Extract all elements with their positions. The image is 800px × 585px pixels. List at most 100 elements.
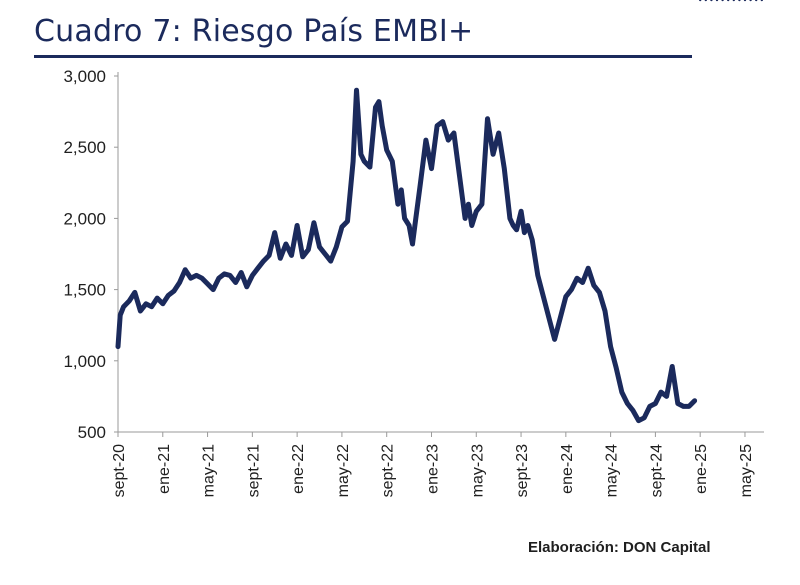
- data-point: [486, 117, 489, 120]
- x-tick-label: sept-24: [648, 444, 665, 497]
- data-point: [256, 267, 260, 270]
- data-point: [262, 259, 265, 263]
- data-point: [715, 0, 719, 2]
- data-point: [665, 395, 668, 398]
- data-point: [553, 338, 556, 341]
- data-point: [575, 277, 579, 280]
- data-point: [329, 259, 332, 263]
- data-point: [643, 416, 646, 419]
- data-point: [676, 402, 679, 405]
- data-point: [223, 272, 226, 276]
- data-point: [637, 419, 640, 422]
- data-point: [458, 174, 461, 177]
- data-point: [323, 252, 327, 256]
- data-point: [542, 295, 545, 298]
- data-point: [603, 309, 607, 313]
- data-point: [139, 309, 142, 313]
- data-point: [620, 390, 623, 394]
- data-point: [682, 405, 685, 408]
- data-point: [144, 302, 148, 305]
- data-point: [738, 0, 741, 2]
- data-point: [435, 124, 439, 128]
- data-point: [693, 399, 696, 402]
- data-point: [519, 210, 523, 213]
- data-point: [515, 228, 518, 231]
- title-underline: [34, 55, 692, 58]
- data-point: [671, 365, 674, 368]
- data-point: [355, 89, 358, 92]
- data-point: [592, 284, 595, 287]
- data-point: [346, 220, 349, 223]
- data-point: [564, 295, 567, 298]
- data-point: [359, 153, 363, 156]
- data-point: [234, 281, 237, 284]
- data-point: [167, 294, 170, 297]
- data-point: [307, 248, 310, 251]
- data-point: [116, 345, 120, 348]
- data-point: [128, 299, 131, 303]
- x-tick-label: may-21: [201, 444, 218, 497]
- data-point: [727, 0, 730, 2]
- x-tick-label: ene-22: [290, 444, 307, 494]
- data-point: [721, 0, 724, 2]
- x-tick-label: may-23: [469, 444, 486, 497]
- data-point: [497, 131, 500, 135]
- data-point: [318, 245, 321, 249]
- data-point: [122, 305, 125, 308]
- data-point: [251, 274, 254, 277]
- data-point: [133, 291, 136, 294]
- data-point: [206, 282, 209, 286]
- y-tick-label: 1,500: [63, 281, 106, 300]
- x-tick-label: sept-20: [111, 444, 128, 497]
- data-point: [385, 148, 388, 152]
- data-point: [463, 217, 467, 220]
- y-tick-label: 500: [78, 423, 106, 442]
- data-point: [480, 203, 484, 206]
- data-point: [414, 217, 417, 220]
- credit-text: Elaboración: DON Capital: [528, 539, 711, 556]
- data-point: [381, 124, 384, 128]
- data-point: [512, 224, 515, 227]
- x-tick-label: may-25: [738, 444, 755, 497]
- x-tick-label: sept-21: [245, 444, 262, 497]
- x-tick-label: ene-21: [156, 444, 173, 494]
- data-point: [407, 224, 411, 227]
- data-point: [295, 224, 299, 227]
- data-point: [200, 277, 204, 280]
- data-point: [508, 217, 512, 220]
- data-point: [312, 221, 316, 224]
- data-point: [475, 210, 478, 213]
- x-tick-label: may-22: [335, 444, 352, 497]
- data-point: [559, 316, 562, 320]
- x-tick-label: sept-23: [514, 444, 531, 497]
- data-point: [178, 281, 181, 284]
- data-point: [430, 167, 433, 170]
- y-tick-label: 2,500: [63, 138, 106, 157]
- data-point: [396, 203, 400, 206]
- data-point: [273, 231, 276, 234]
- data-point: [424, 138, 428, 142]
- data-point: [228, 274, 232, 277]
- data-point: [184, 268, 187, 271]
- data-point: [441, 120, 444, 123]
- x-tick-label: ene-24: [559, 444, 576, 494]
- x-tick-label: sept-22: [380, 444, 397, 497]
- data-point: [119, 314, 122, 317]
- data-point: [391, 160, 394, 163]
- data-point: [531, 238, 534, 241]
- data-point: [704, 0, 707, 2]
- data-point: [161, 302, 164, 305]
- data-point: [172, 289, 176, 293]
- data-point: [626, 402, 629, 405]
- data-point: [648, 405, 651, 408]
- data-point: [581, 281, 584, 284]
- data-point: [760, 0, 763, 2]
- data-point: [654, 402, 657, 405]
- data-point: [470, 224, 473, 227]
- data-point: [659, 390, 663, 394]
- data-point: [749, 0, 752, 2]
- data-point: [536, 274, 539, 277]
- data-point: [523, 231, 526, 234]
- data-point: [368, 165, 372, 169]
